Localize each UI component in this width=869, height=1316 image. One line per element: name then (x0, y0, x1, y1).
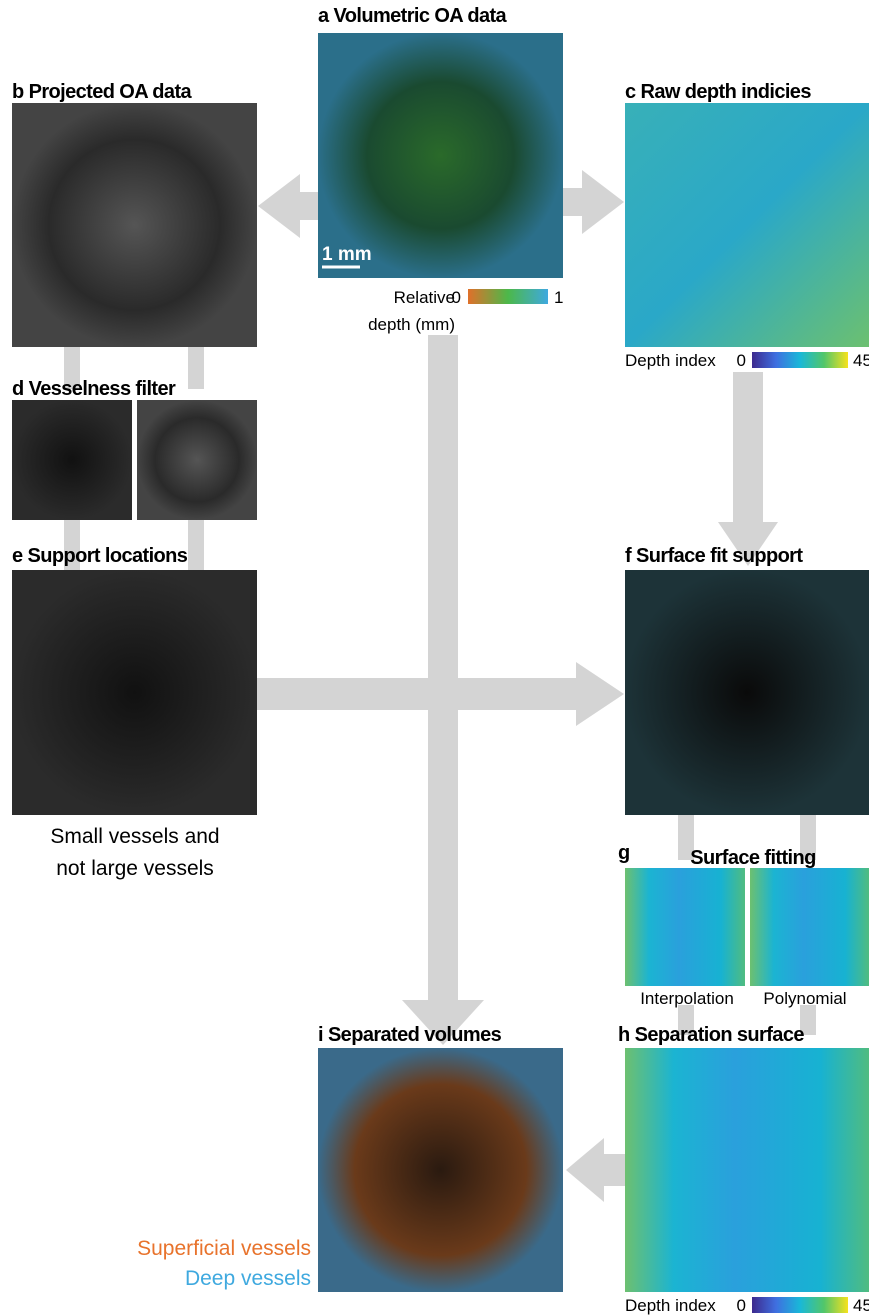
arrow-c-to-f (718, 372, 778, 566)
panel-letter: a (318, 5, 330, 27)
panel-image (12, 570, 257, 815)
arrow-a-to-b (258, 174, 318, 238)
colorbar-label: depth (mm) (368, 315, 455, 334)
panel-letter: i (318, 1024, 323, 1046)
panel-image (318, 1048, 563, 1292)
panel-image (625, 1048, 869, 1292)
colorbar-label: Relative (394, 288, 455, 307)
panel-title: e Support locations (12, 545, 188, 567)
panel-image (137, 400, 257, 520)
panel-letter: b (12, 81, 24, 103)
colorbar-label: Depth index (625, 1296, 716, 1315)
figure: a Volumetric OA data 1 mm Relative depth… (0, 0, 869, 1316)
panel-title-text: Volumetric OA data (334, 5, 508, 27)
panel-title: a Volumetric OA data (318, 5, 508, 27)
panel-image (750, 868, 869, 986)
panel-letter: f (625, 545, 632, 567)
colorbar-min: 0 (737, 351, 746, 370)
panel-title-text: Support locations (28, 545, 188, 567)
panel-title-text: Vesselness filter (29, 378, 176, 400)
panel-title: Surface fitting (690, 847, 815, 869)
caption: Small vessels and (50, 825, 219, 848)
panel-image (625, 103, 869, 347)
colorbar (468, 289, 548, 304)
sub-label: Polynomial (763, 989, 846, 1008)
colorbar-max: 450 (853, 351, 869, 370)
panel-title: f Surface fit support (625, 545, 803, 567)
colorbar-min: 0 (737, 1296, 746, 1315)
colorbar-max: 450 (853, 1296, 869, 1315)
legend-deep: Deep vessels (185, 1267, 311, 1290)
arrow-h-to-i (566, 1138, 625, 1202)
panel-title: d Vesselness filter (12, 378, 176, 400)
panel-title-text: Separated volumes (328, 1024, 502, 1046)
panel-title: h Separation surface (618, 1024, 804, 1046)
scale-bar-label: 1 mm (322, 244, 372, 265)
panel-title-text: Separation surface (635, 1024, 805, 1046)
panel-title-text: Raw depth indicies (641, 81, 812, 103)
panel-letter: e (12, 545, 23, 567)
colorbar (752, 1297, 848, 1313)
sub-label: Interpolation (640, 989, 734, 1008)
panel-image (625, 868, 745, 986)
panel-title-text: Projected OA data (29, 81, 193, 103)
arrow-b-to-d (188, 347, 204, 389)
panel-letter: c (625, 81, 636, 103)
legend-superficial: Superficial vessels (137, 1237, 311, 1260)
panel-letter: h (618, 1024, 630, 1046)
panel-title: b Projected OA data (12, 81, 193, 103)
panel-title: c Raw depth indicies (625, 81, 811, 103)
panel-image (625, 570, 869, 815)
panel-letter: g (618, 842, 630, 864)
caption: not large vessels (56, 857, 214, 880)
arrow-d-to-e (188, 520, 204, 570)
panel-image (318, 33, 563, 278)
arrow-a-to-c (563, 170, 624, 234)
colorbar (752, 352, 848, 368)
colorbar-min: 0 (452, 288, 461, 307)
panel-title: i Separated volumes (318, 1024, 502, 1046)
panel-title-text: Surface fit support (636, 545, 803, 567)
colorbar-max: 1 (554, 288, 563, 307)
panel-image (12, 103, 257, 347)
panel-image (12, 400, 132, 520)
panel-letter: d (12, 378, 24, 400)
colorbar-label: Depth index (625, 351, 716, 370)
